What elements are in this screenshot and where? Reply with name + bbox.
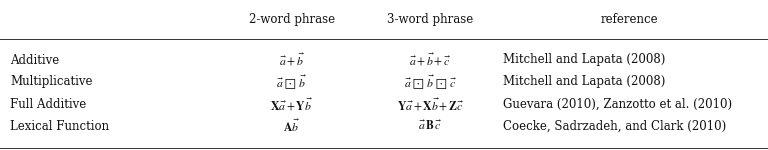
Text: Multiplicative: Multiplicative: [10, 75, 92, 88]
Text: 2-word phrase: 2-word phrase: [249, 13, 335, 26]
Text: $\vec{a}\,\boxdot\,\vec{b}\,\boxdot\,\vec{c}$: $\vec{a}\,\boxdot\,\vec{b}\,\boxdot\,\ve…: [403, 73, 457, 91]
Text: 3-word phrase: 3-word phrase: [387, 13, 473, 26]
Text: Coecke, Sadrzadeh, and Clark (2010): Coecke, Sadrzadeh, and Clark (2010): [503, 120, 727, 133]
Text: $\mathbf{Y}\vec{a}+\mathbf{X}\vec{b}+\mathbf{Z}\vec{c}$: $\mathbf{Y}\vec{a}+\mathbf{X}\vec{b}+\ma…: [396, 96, 464, 112]
Text: $\mathbf{X}\vec{a}+\mathbf{Y}\vec{b}$: $\mathbf{X}\vec{a}+\mathbf{Y}\vec{b}$: [270, 96, 313, 112]
Text: $\vec{a}\,\boxdot\,\vec{b}$: $\vec{a}\,\boxdot\,\vec{b}$: [276, 73, 307, 91]
Text: Additive: Additive: [10, 54, 59, 66]
Text: Guevara (2010), Zanzotto et al. (2010): Guevara (2010), Zanzotto et al. (2010): [503, 98, 732, 111]
Text: $\vec{a}+\vec{b}+\vec{c}$: $\vec{a}+\vec{b}+\vec{c}$: [409, 52, 451, 68]
Text: $\vec{a}+\vec{b}$: $\vec{a}+\vec{b}$: [279, 52, 305, 68]
Text: Lexical Function: Lexical Function: [10, 120, 109, 133]
Text: $\vec{a}\,\mathbf{B}\,\vec{c}$: $\vec{a}\,\mathbf{B}\,\vec{c}$: [418, 120, 442, 133]
Text: Mitchell and Lapata (2008): Mitchell and Lapata (2008): [503, 75, 665, 88]
Text: Full Additive: Full Additive: [10, 98, 86, 111]
Text: reference: reference: [601, 13, 659, 26]
Text: $\mathbf{A}\vec{b}$: $\mathbf{A}\vec{b}$: [283, 119, 300, 135]
Text: Mitchell and Lapata (2008): Mitchell and Lapata (2008): [503, 54, 665, 66]
